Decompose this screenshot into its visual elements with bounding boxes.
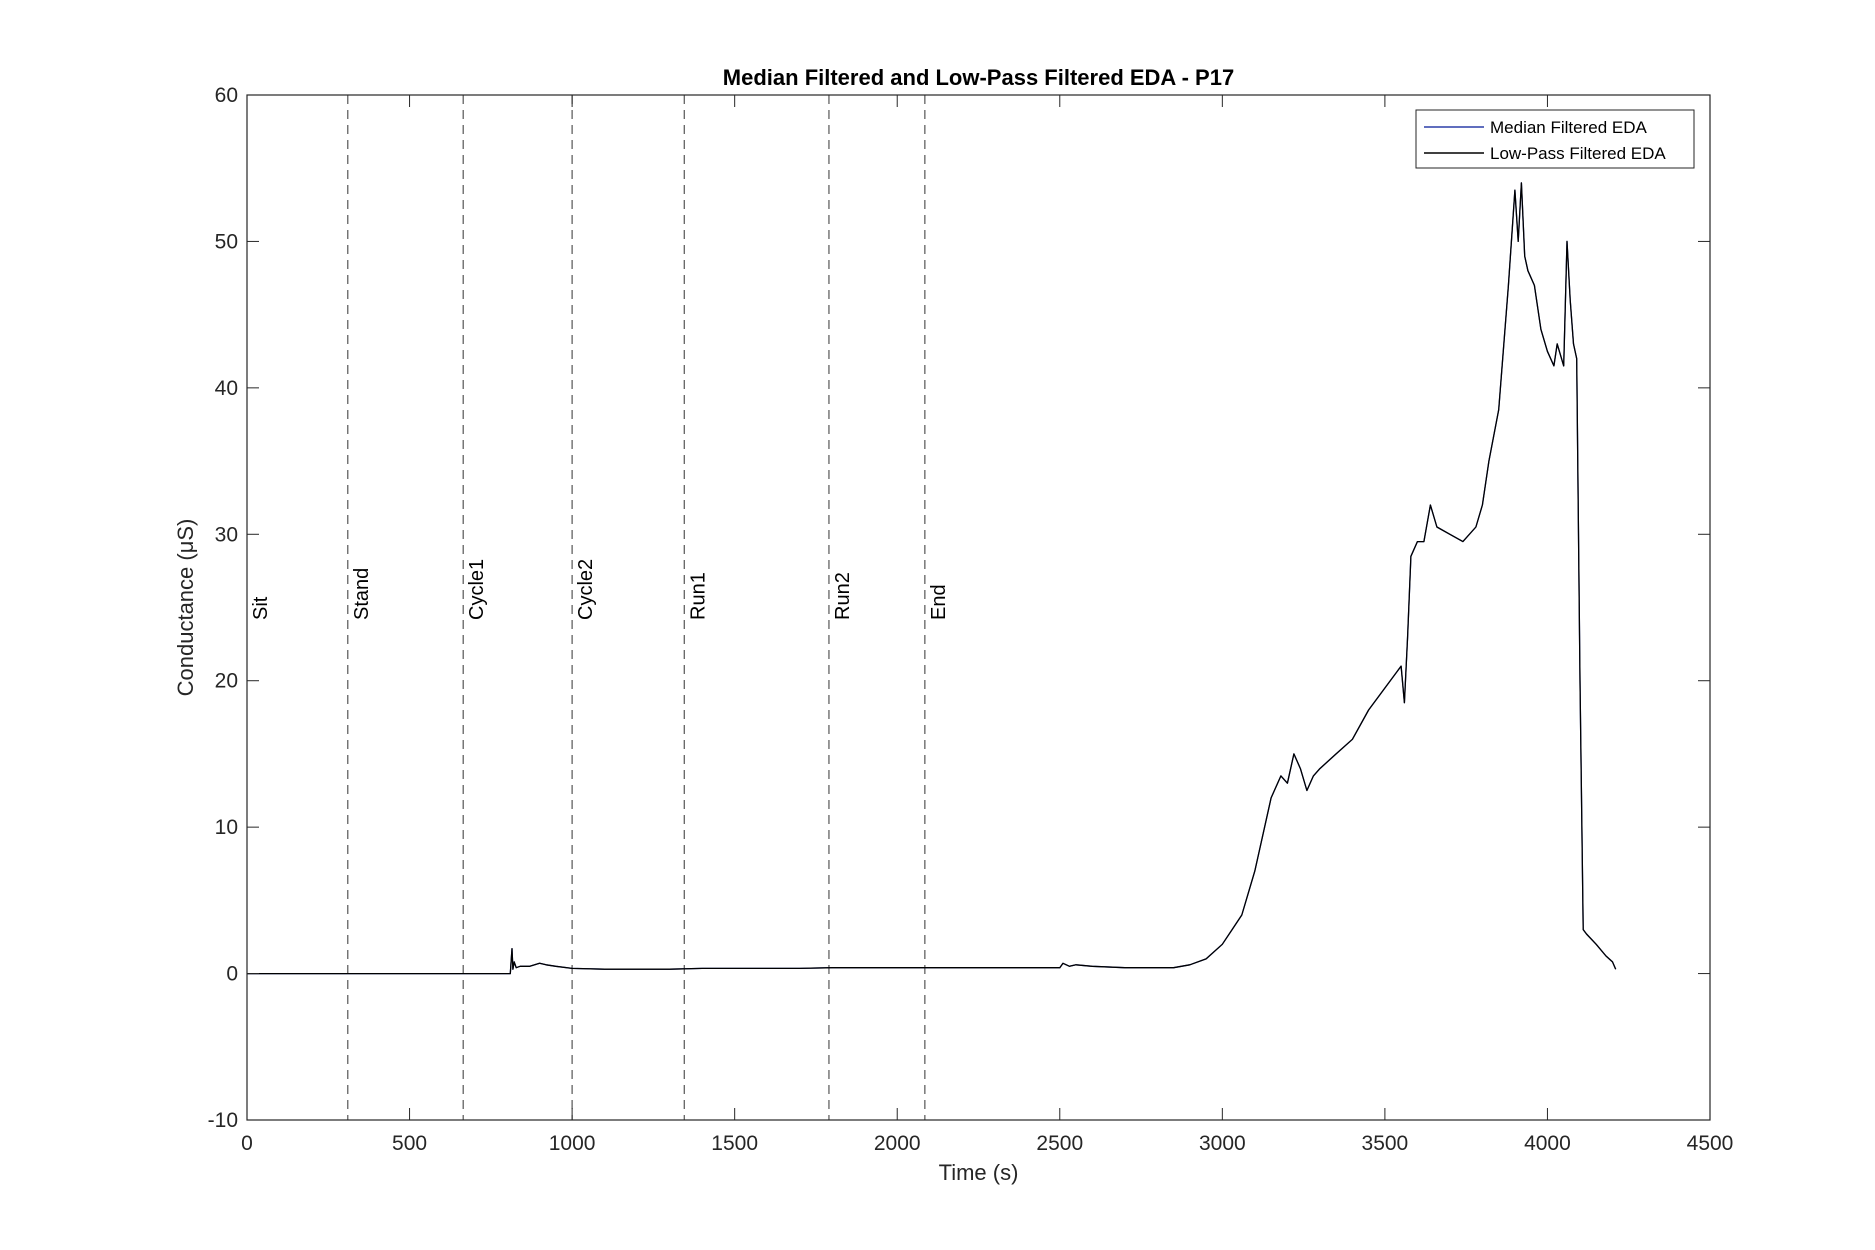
x-tick-label: 0 bbox=[241, 1132, 253, 1155]
y-tick-label: 60 bbox=[215, 84, 238, 107]
y-tick-label: -10 bbox=[208, 1109, 238, 1132]
y-tick-label: 30 bbox=[215, 523, 238, 546]
legend: Median Filtered EDA Low-Pass Filtered ED… bbox=[1415, 109, 1695, 169]
event-label: End bbox=[928, 584, 950, 620]
plot-frame bbox=[246, 94, 1711, 1121]
x-tick-label: 3000 bbox=[1199, 1132, 1246, 1155]
x-tick-label: 1500 bbox=[711, 1132, 758, 1155]
x-tick-label: 2500 bbox=[1036, 1132, 1083, 1155]
x-tick-label: 1000 bbox=[549, 1132, 596, 1155]
event-label: Cycle2 bbox=[575, 559, 597, 620]
x-tick-label: 4000 bbox=[1524, 1132, 1571, 1155]
y-tick-label: 10 bbox=[215, 816, 238, 839]
x-tick-label: 4500 bbox=[1687, 1132, 1734, 1155]
event-label: Sit bbox=[250, 596, 272, 620]
axis-ticks: 0 500 1000 1500 2000 2500 3000 3500 4000 4500-100… bbox=[208, 84, 1734, 1155]
event-label: Run1 bbox=[687, 572, 709, 620]
legend-label-median: Median Filtered EDA bbox=[1490, 118, 1648, 137]
x-tick-label: 3500 bbox=[1362, 1132, 1409, 1155]
x-tick-label: 500 bbox=[392, 1132, 427, 1155]
y-tick-label: 40 bbox=[215, 377, 238, 400]
event-markers: Sit Stand Cycle1 Cycle2 Run1 Run2 End bbox=[250, 95, 950, 1120]
y-axis-title: Conductance (μS) bbox=[173, 519, 198, 697]
chart-title: Median Filtered and Low-Pass Filtered ED… bbox=[723, 65, 1234, 90]
series-lines bbox=[247, 182, 1617, 975]
legend-box bbox=[1415, 109, 1695, 169]
y-tick-label: 0 bbox=[226, 963, 238, 986]
event-label: Cycle1 bbox=[466, 559, 488, 620]
event-label: Run2 bbox=[832, 572, 854, 620]
x-tick-label: 2000 bbox=[874, 1132, 921, 1155]
event-label: Stand bbox=[351, 568, 373, 620]
plot-background bbox=[247, 95, 1710, 1120]
y-tick-label: 20 bbox=[215, 670, 238, 693]
legend-label-lowpass: Low-Pass Filtered EDA bbox=[1490, 144, 1666, 163]
y-tick-label: 50 bbox=[215, 230, 238, 253]
x-axis-title: Time (s) bbox=[939, 1160, 1019, 1185]
series-line-lowpass bbox=[247, 182, 1617, 975]
